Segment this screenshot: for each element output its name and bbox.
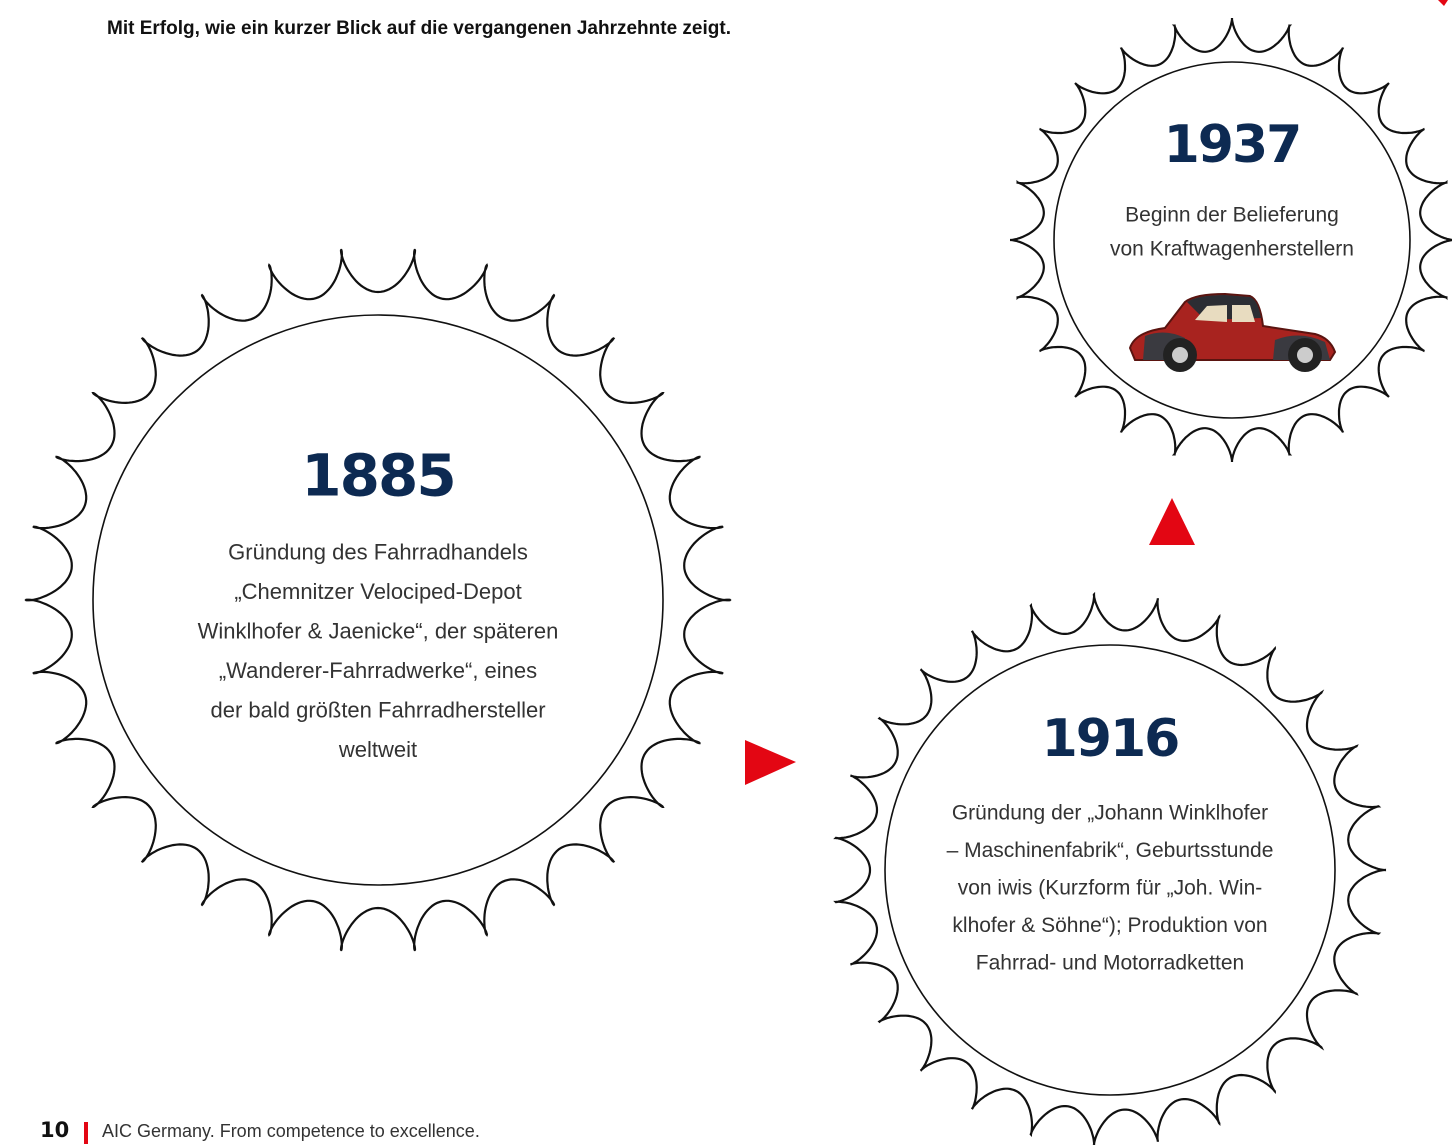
milestone-text: weltweit bbox=[338, 737, 417, 762]
milestone-text: Winklhofer & Jaenicke“, der späteren bbox=[198, 619, 559, 644]
milestone-year: 1916 bbox=[1042, 709, 1179, 769]
milestone-text: von Kraftwagenherstellern bbox=[1110, 237, 1354, 260]
document: Mit Erfolg, wie ein kurzer Blick auf die… bbox=[0, 0, 1452, 1145]
page-number: 10 bbox=[40, 1118, 69, 1142]
page: Mit Erfolg, wie ein kurzer Blick auf die… bbox=[0, 0, 1452, 1145]
milestone-text: Gründung der „Johann Winklhofer bbox=[952, 801, 1268, 824]
milestone-year: 1885 bbox=[301, 441, 454, 509]
milestone-text: Fahrrad- und Motorradketten bbox=[976, 951, 1244, 974]
milestone-text: von iwis (Kurzform für „Joh. Win- bbox=[958, 876, 1263, 899]
tagline: AIC Germany. From competence to excellen… bbox=[102, 1121, 480, 1141]
milestone-text: der bald größten Fahrradhersteller bbox=[210, 698, 545, 723]
milestone-text: „Wanderer-Fahrradwerke“, eines bbox=[219, 658, 537, 683]
corner-mark bbox=[1438, 0, 1448, 6]
milestone-text: „Chemnitzer Velociped-Depot bbox=[234, 579, 521, 604]
arrow-up bbox=[1149, 498, 1195, 545]
milestone-year: 1937 bbox=[1164, 115, 1301, 175]
milestone-text: – Maschinenfabrik“, Geburtsstunde bbox=[947, 839, 1274, 862]
footer-bar bbox=[84, 1122, 88, 1144]
milestone-text: klhofer & Söhne“); Produktion von bbox=[952, 914, 1267, 937]
milestone-text: Gründung des Fahrradhandels bbox=[228, 540, 528, 565]
milestone-text: Beginn der Belieferung bbox=[1125, 203, 1339, 226]
intro: Mit Erfolg, wie ein kurzer Blick auf die… bbox=[107, 18, 731, 39]
arrow-right bbox=[745, 740, 796, 785]
